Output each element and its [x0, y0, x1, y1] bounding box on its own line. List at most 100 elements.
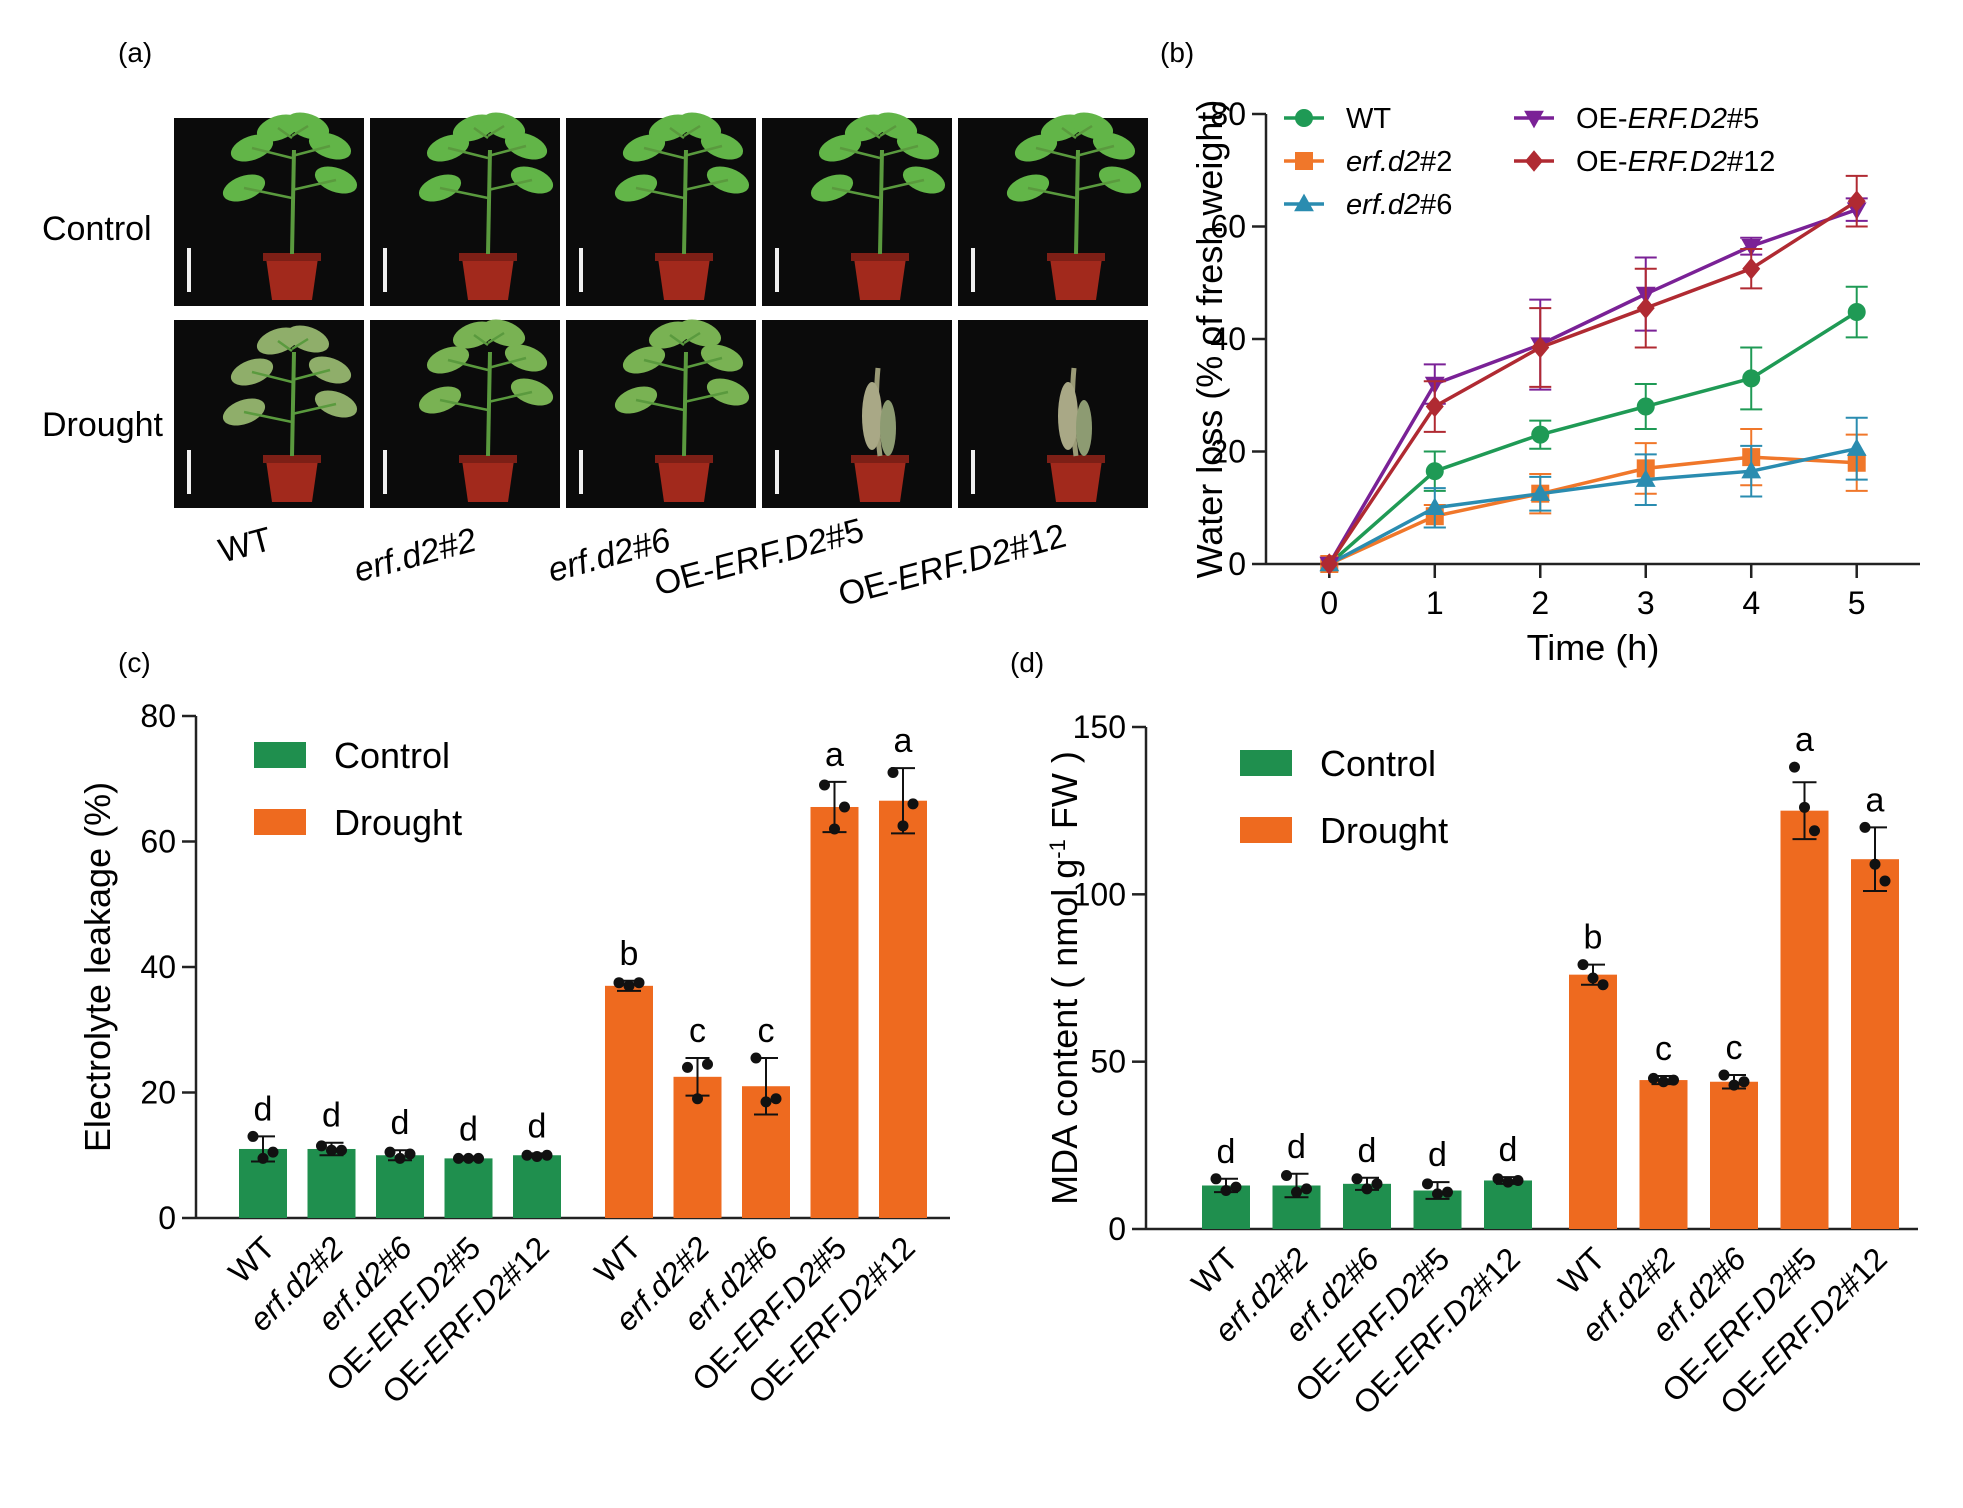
replicate-point: [1371, 1178, 1383, 1190]
legend-marker: [1294, 193, 1314, 212]
significance-letter: d: [1428, 1136, 1447, 1174]
replicate-point: [897, 820, 909, 832]
petiole: [447, 146, 489, 160]
replicate-point: [257, 1152, 269, 1164]
replicate-point: [531, 1151, 543, 1163]
legend-marker: [1524, 110, 1544, 129]
legend-entry-control: Control: [254, 735, 450, 776]
petiole: [1027, 186, 1077, 200]
replicate-point: [326, 1144, 337, 1156]
pot-rim: [1047, 455, 1105, 463]
bar-group-control-1: d WT: [1184, 1133, 1250, 1301]
bar: [376, 1155, 424, 1218]
wilted-leaves: [1058, 382, 1078, 450]
stem: [486, 351, 492, 457]
series-line-erf6: [1328, 446, 1858, 566]
replicate-point: [1281, 1169, 1292, 1181]
scale-bar: [775, 450, 779, 494]
stem: [878, 149, 884, 255]
column-label: OE-ERF.D2#12: [834, 517, 1070, 614]
data-point-erf6: [1424, 497, 1445, 515]
pot: [266, 258, 318, 300]
replicate-point: [1230, 1181, 1242, 1193]
stem: [290, 149, 296, 255]
plant: [614, 112, 750, 255]
scale-bar: [383, 450, 387, 494]
petiole: [277, 126, 293, 140]
data-point-oe12: [1636, 297, 1655, 319]
legend-swatch: [1240, 817, 1292, 843]
x-tick-label: 3: [1637, 585, 1655, 621]
petiole: [291, 124, 309, 138]
scale-bar: [579, 248, 583, 292]
x-tick-label: 4: [1742, 585, 1760, 621]
significance-letter: d: [391, 1104, 410, 1142]
legend-entry-control: Control: [1240, 743, 1436, 784]
replicate-point: [682, 1061, 693, 1073]
significance-letter: c: [758, 1012, 775, 1050]
data-point-oe12: [1425, 395, 1444, 418]
petiole: [879, 124, 897, 138]
replicate-point: [829, 823, 840, 835]
petiole: [1061, 126, 1077, 140]
replicate-point: [1658, 1076, 1669, 1088]
replicate-point: [1648, 1072, 1659, 1084]
significance-letter: d: [1217, 1133, 1236, 1171]
bar: [1484, 1180, 1532, 1229]
significance-letter: d: [1499, 1131, 1518, 1169]
petiole: [243, 186, 293, 200]
legend-marker: [1295, 109, 1313, 127]
y-tick-label: 60: [140, 824, 176, 860]
y-tick-label: 40: [140, 949, 176, 985]
petiole: [291, 402, 337, 416]
replicate-point: [1718, 1069, 1730, 1081]
petiole: [879, 144, 919, 158]
replicate-point: [887, 766, 899, 778]
significance-letter: c: [1726, 1029, 1743, 1067]
petiole: [243, 410, 293, 424]
pot-rim: [459, 455, 517, 463]
scale-bar: [187, 248, 191, 292]
legend-label: Drought: [334, 802, 462, 843]
legend-label: erf.d2#2: [1346, 146, 1452, 178]
panel-d-mda-chart: 0 50 100 150 MDA content ( nmol g-1 FW ) Cont…: [1044, 709, 1918, 1421]
significance-letter: d: [1287, 1128, 1306, 1166]
petiole: [439, 398, 489, 412]
scale-bar: [971, 450, 975, 494]
legend-label: WT: [1346, 103, 1391, 135]
replicate-point: [1291, 1186, 1302, 1198]
bar: [444, 1158, 493, 1218]
data-point-WT: [1742, 369, 1761, 388]
significance-letter: b: [1584, 919, 1603, 957]
scale-bar: [579, 450, 583, 494]
plant: [418, 112, 554, 255]
column-label: OE-ERF.D2#5: [650, 511, 867, 603]
x-tick-label: 2: [1531, 585, 1549, 621]
replicate-point: [839, 801, 850, 813]
legend-entry-erf2: erf.d2#2: [1284, 146, 1452, 178]
panel-label-c: (c): [118, 647, 151, 678]
bar: [1780, 810, 1829, 1229]
x-tick-label: 0: [1320, 585, 1338, 621]
petiole: [447, 358, 489, 372]
replicate-point: [1422, 1178, 1433, 1190]
data-point-oe12: [1742, 257, 1761, 280]
petiole: [839, 146, 881, 160]
legend-swatch: [254, 742, 306, 768]
stem: [486, 149, 492, 255]
pot-rim: [851, 455, 909, 463]
petiole: [643, 146, 685, 160]
replicate-point: [1577, 959, 1589, 971]
bar-group-drought-1: bWT: [587, 935, 653, 1290]
y-tick-label: 0: [1108, 1211, 1126, 1247]
replicate-point: [1512, 1174, 1524, 1186]
petiole: [683, 331, 701, 345]
replicate-point: [1351, 1173, 1363, 1185]
legend-entry-drought: Drought: [1240, 810, 1448, 851]
petiole: [831, 186, 881, 200]
petiole: [487, 356, 527, 370]
photo-drought-2: [370, 319, 560, 508]
legend-swatch: [1240, 750, 1292, 776]
data-point-oe12: [1531, 336, 1550, 359]
petiole: [1075, 144, 1115, 158]
